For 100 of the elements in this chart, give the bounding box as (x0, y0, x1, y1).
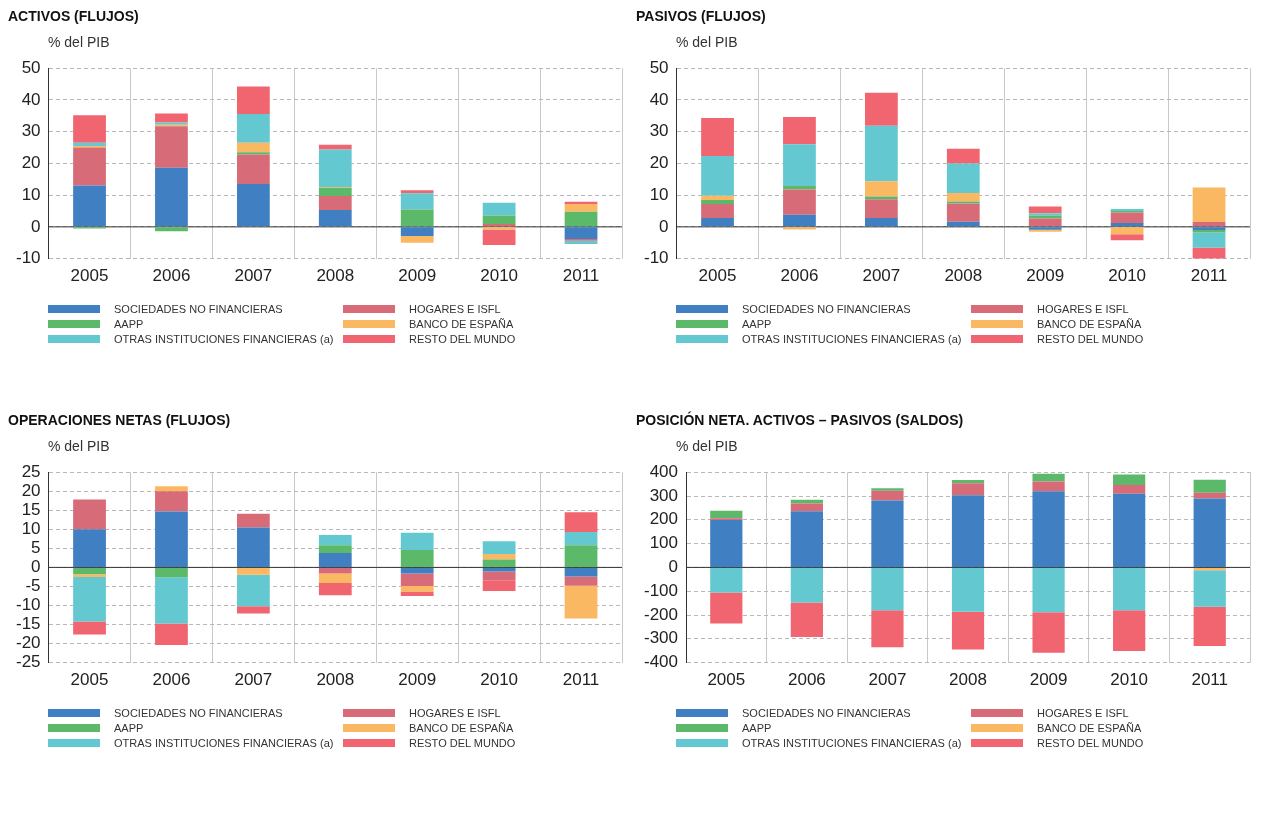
bar (946, 163, 980, 193)
legend-label: OTRAS INSTITUCIONES FINANCIERAS (a) (114, 333, 334, 345)
bar (482, 541, 516, 555)
bar (1192, 232, 1226, 248)
bar (155, 567, 188, 578)
x-tick-label: 2006 (780, 266, 819, 286)
y-tick-label: 0 (659, 216, 669, 236)
y-tick-label: 30 (21, 121, 41, 141)
bar (564, 545, 598, 567)
bar (400, 591, 434, 596)
bar (1032, 473, 1065, 482)
y-tick-label: 300 (649, 485, 679, 505)
bar (871, 567, 904, 611)
bar (318, 535, 352, 546)
bar (783, 227, 816, 230)
y-tick-label: -25 (15, 652, 41, 672)
bar (783, 189, 816, 215)
bar (701, 195, 734, 200)
bar (871, 490, 904, 501)
bar (1193, 479, 1226, 493)
y-tick-label: 5 (31, 538, 41, 558)
bar (236, 527, 270, 567)
bar (783, 214, 816, 227)
bar (318, 552, 352, 567)
x-tick-label: 2006 (152, 266, 191, 286)
bar (864, 181, 898, 197)
x-tick-label: 2008 (316, 266, 355, 286)
bar (1113, 567, 1146, 611)
x-tick-label: 2009 (398, 266, 437, 286)
legend-label: SOCIEDADES NO FINANCIERAS (742, 707, 911, 719)
legend-label: OTRAS INSTITUCIONES FINANCIERAS (a) (114, 737, 334, 749)
bar (951, 611, 985, 650)
bar (155, 486, 188, 492)
y-tick-label: -400 (643, 652, 679, 672)
bar (864, 125, 898, 182)
y-tick-label: -300 (643, 628, 679, 648)
chart-title: PASIVOS (FLUJOS) (636, 8, 767, 24)
y-tick-label: 10 (649, 184, 669, 204)
bar (236, 184, 270, 227)
legend-label: BANCO DE ESPAÑA (1037, 722, 1142, 734)
bar (73, 499, 106, 530)
y-tick-label: 200 (649, 509, 679, 529)
bar (564, 567, 598, 577)
x-tick-label: 2008 (316, 670, 355, 690)
bar (790, 499, 823, 504)
bar (790, 567, 823, 603)
bar (790, 503, 823, 512)
bar (482, 229, 516, 245)
y-tick-label: -100 (643, 580, 679, 600)
bar (318, 210, 352, 227)
x-tick-label: 2007 (234, 670, 273, 690)
bar (564, 576, 598, 586)
bar (155, 623, 188, 646)
legend-label: AAPP (114, 318, 144, 330)
y-tick-label: 10 (21, 184, 41, 204)
bar (946, 192, 980, 202)
x-tick-label: 2007 (234, 266, 273, 286)
bar (73, 621, 106, 635)
bar (400, 567, 434, 574)
bar (400, 190, 434, 194)
bar (482, 559, 516, 567)
bar (400, 193, 434, 210)
bar (1028, 206, 1062, 214)
y-tick-label: -10 (15, 248, 41, 268)
bar (946, 203, 980, 222)
bar (710, 567, 743, 593)
x-tick-label: 2007 (862, 266, 901, 286)
y-tick-label: 100 (649, 533, 679, 553)
bar (318, 545, 352, 553)
bar (564, 512, 598, 532)
legend-label: OTRAS INSTITUCIONES FINANCIERAS (a) (742, 737, 962, 749)
x-tick-label: 2006 (787, 670, 826, 690)
bar (318, 567, 352, 574)
bar (783, 117, 816, 145)
bar (790, 511, 823, 567)
x-tick-label: 2010 (480, 670, 519, 690)
legend-label: HOGARES E ISFL (409, 707, 501, 719)
bar (710, 510, 743, 519)
x-tick-label: 2006 (152, 670, 191, 690)
bar (1032, 612, 1065, 653)
bar (946, 148, 980, 164)
x-tick-label: 2008 (944, 266, 983, 286)
bar (1032, 568, 1065, 613)
x-tick-label: 2010 (1110, 670, 1149, 690)
y-tick-label: 10 (21, 519, 41, 539)
bar (701, 199, 734, 205)
x-tick-label: 2011 (562, 670, 600, 690)
bar (236, 567, 270, 575)
y-tick-label: -20 (15, 633, 41, 653)
y-tick-label: 50 (21, 57, 41, 77)
x-tick-label: 2011 (562, 266, 600, 286)
bar (871, 610, 904, 648)
y-tick-label: 20 (21, 153, 41, 173)
y-tick-label: -200 (643, 604, 679, 624)
legend-label: AAPP (742, 722, 772, 734)
bar (564, 211, 598, 227)
bar (564, 227, 598, 239)
legend-label: SOCIEDADES NO FINANCIERAS (742, 303, 911, 315)
bar (400, 236, 434, 243)
y-axis-title: % del PIB (48, 438, 111, 454)
